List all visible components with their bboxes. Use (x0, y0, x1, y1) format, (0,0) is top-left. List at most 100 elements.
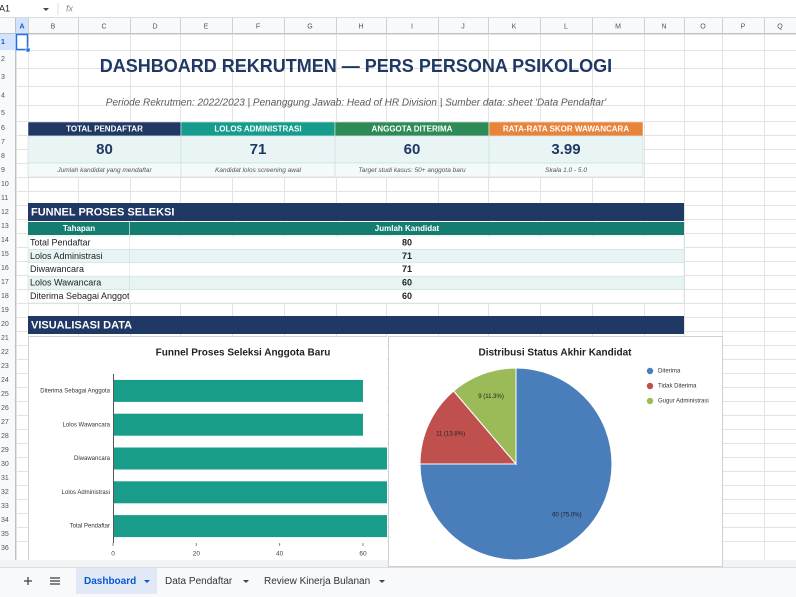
kpi-note: Jumlah kandidat yang mendaftar (56, 167, 152, 174)
table-count: 71 (402, 251, 412, 261)
row-header[interactable]: 11 (1, 195, 8, 202)
column-header[interactable]: E (204, 23, 209, 30)
row-header[interactable]: 32 (1, 489, 9, 496)
section-title: FUNNEL PROSES SELEKSI (31, 206, 174, 218)
row-header[interactable]: 2 (1, 56, 5, 63)
sheet-tab-label[interactable]: Review Kinerja Bulanan (264, 576, 370, 587)
row-header[interactable]: 13 (1, 223, 9, 230)
row-header[interactable]: 21 (1, 335, 9, 342)
selection-handle (25, 47, 31, 53)
row-header[interactable]: 31 (1, 475, 9, 482)
sheet-tab[interactable]: Data Pendaftar (165, 576, 249, 587)
column-header[interactable]: Q (777, 23, 783, 30)
kpi-note-cell (488, 162, 644, 178)
row-header[interactable]: 14 (1, 237, 9, 244)
row-header[interactable]: 30 (1, 461, 9, 468)
column-header[interactable]: F (256, 23, 260, 30)
kpi-note: Kandidat lolos screening awal (215, 167, 302, 174)
row-header[interactable]: 26 (1, 405, 9, 412)
table-row (27, 262, 685, 277)
column-header[interactable]: C (101, 23, 106, 30)
column-header[interactable]: H (358, 23, 363, 30)
x-tick-label: 0 (111, 551, 115, 558)
row-header[interactable]: 6 (1, 125, 5, 132)
row-header[interactable]: 28 (1, 433, 9, 440)
sheet-tab-label[interactable]: Dashboard (84, 576, 136, 587)
row-header[interactable]: 8 (1, 153, 5, 160)
tab-dropdown[interactable] (144, 580, 150, 583)
slice-label: 9 (11.3%) (478, 394, 504, 400)
row-header[interactable]: 24 (1, 377, 9, 384)
row-header[interactable]: 15 (1, 251, 9, 258)
active-tab-bg[interactable] (76, 568, 157, 594)
row-header[interactable]: 9 (1, 167, 5, 174)
x-tick-label: 20 (193, 551, 201, 558)
column-header[interactable]: P (741, 23, 746, 30)
row-header[interactable]: 17 (1, 279, 9, 286)
row-header[interactable]: 10 (1, 181, 9, 188)
all-sheets-button[interactable] (50, 577, 60, 585)
kpi-label: ANGGOTA DITERIMA (372, 125, 453, 134)
sheet-tab-label[interactable]: Data Pendaftar (165, 576, 233, 587)
chart-title: Funnel Proses Seleksi Anggota Baru (156, 348, 331, 359)
dashboard-subtitle: Periode Rekrutmen: 2022/2023 | Penanggun… (106, 98, 608, 109)
column-header[interactable]: K (512, 23, 517, 30)
column-header[interactable]: I (411, 23, 413, 30)
sheet-tab[interactable]: Dashboard (76, 568, 157, 594)
row-header[interactable]: 33 (1, 503, 9, 510)
column-header[interactable]: D (152, 23, 157, 30)
kpi-value-cell (180, 135, 336, 164)
legend-label: Diterima (658, 369, 681, 375)
row-header[interactable]: 1 (1, 39, 5, 46)
row-header[interactable]: 34 (1, 517, 9, 524)
table-stage: Lolos Administrasi (30, 251, 103, 261)
row-header[interactable]: 18 (1, 293, 9, 300)
legend-label: Tidak Diterima (658, 384, 697, 390)
name-box-dropdown[interactable] (43, 8, 49, 11)
selected-row-header (0, 34, 16, 50)
kpi-value: 71 (250, 141, 267, 158)
row-header[interactable]: 4 (1, 92, 5, 99)
row-header[interactable]: 22 (1, 349, 9, 356)
kpi-value: 60 (404, 141, 421, 158)
row-header[interactable]: 35 (1, 531, 9, 538)
tab-dropdown[interactable] (243, 580, 249, 583)
row-header[interactable]: 23 (1, 363, 9, 370)
kpi-note: Target studi kasus: 50+ anggota baru (358, 167, 466, 174)
row-header[interactable]: 36 (1, 545, 9, 552)
bar (113, 447, 387, 470)
kpi-value-cell (488, 135, 644, 164)
row-header[interactable]: 16 (1, 265, 9, 272)
y-tick-label: Total Pendaftar (70, 524, 110, 530)
row-header[interactable]: 19 (1, 307, 9, 314)
column-header[interactable]: L (564, 23, 568, 30)
column-header[interactable]: A (19, 23, 24, 30)
row-header[interactable]: 20 (1, 321, 9, 328)
column-header[interactable]: J (461, 23, 465, 30)
column-header[interactable]: B (51, 23, 56, 30)
y-tick-label: Lolos Administrasi (62, 490, 110, 496)
table-stage: Total Pendaftar (30, 237, 91, 247)
row-header[interactable]: 7 (1, 139, 5, 146)
row-header[interactable]: 3 (1, 74, 5, 81)
sheet-tab[interactable]: Review Kinerja Bulanan (264, 576, 385, 587)
row-header[interactable]: 12 (1, 209, 9, 216)
y-tick-label: Diwawancara (74, 456, 111, 462)
column-header[interactable]: N (661, 23, 666, 30)
table-header (28, 222, 684, 235)
column-header[interactable]: M (615, 23, 621, 30)
column-header-bar (0, 18, 796, 34)
add-sheet-button[interactable] (24, 577, 32, 585)
name-box[interactable]: A1 (0, 3, 10, 13)
table-count: 60 (402, 278, 412, 288)
column-header[interactable]: G (307, 23, 312, 30)
row-header[interactable]: 29 (1, 447, 9, 454)
row-header[interactable]: 27 (1, 419, 9, 426)
row-header[interactable]: 5 (1, 110, 5, 117)
table-name-column: Total Pendaftar Lolos Administrasi Diwawan… (30, 237, 129, 301)
legend-swatch (646, 397, 654, 405)
column-header[interactable]: O (700, 23, 706, 30)
row-header[interactable]: 25 (1, 391, 9, 398)
legend-swatch (646, 367, 654, 375)
tab-dropdown[interactable] (379, 580, 385, 583)
